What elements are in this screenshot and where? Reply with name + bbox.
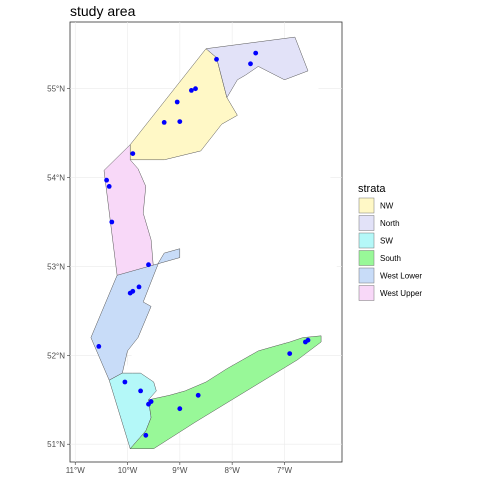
- legend-label-1: North: [380, 219, 400, 228]
- station-point-1: [214, 56, 219, 62]
- legend-label-0: NW: [380, 202, 394, 211]
- station-point-17: [122, 379, 128, 385]
- legend-label-4: West Lower: [380, 272, 422, 281]
- station-point-5: [174, 99, 180, 105]
- legend: strata NW North SW South West Lower West Upper: [358, 183, 422, 301]
- axes: 11°W 10°W 9°W 8°W 7°W 51°N 52°N 53°N 54°N 55°N: [47, 85, 292, 475]
- stratum-north: [205, 36, 309, 99]
- station-point-10: [106, 184, 112, 189]
- strata-polygons: [90, 36, 322, 450]
- legend-label-3: South: [380, 254, 401, 263]
- legend-key-3: [358, 250, 375, 266]
- x-tick-label-3: 8°W: [225, 466, 241, 475]
- station-point-12: [146, 262, 151, 268]
- legend-key-4: [358, 267, 375, 284]
- coastline: [124, 63, 337, 399]
- station-point-6: [177, 119, 183, 124]
- station-point-26: [305, 337, 311, 343]
- station-point-0: [253, 50, 259, 56]
- survey-stations: [96, 50, 311, 438]
- legend-key-0: [358, 197, 375, 214]
- station-point-4: [189, 88, 194, 93]
- x-tick-label-4: 7°W: [277, 466, 293, 475]
- legend-title: strata: [358, 183, 386, 195]
- y-tick-label-4: 55°N: [47, 85, 65, 94]
- station-point-23: [143, 432, 149, 438]
- station-point-16: [96, 344, 102, 349]
- legend-key-1: [358, 215, 375, 231]
- y-tick-label-0: 51°N: [47, 440, 65, 449]
- y-tick-label-1: 52°N: [47, 351, 65, 360]
- station-point-11: [109, 219, 115, 225]
- land-mass: [124, 63, 337, 399]
- legend-label-5: West Upper: [380, 289, 422, 298]
- station-point-9: [104, 177, 109, 183]
- stratum-south: [129, 335, 322, 449]
- station-point-18: [138, 388, 144, 394]
- station-point-15: [136, 284, 142, 290]
- station-point-20: [146, 401, 151, 407]
- legend-key-5: [358, 285, 375, 301]
- station-point-7: [161, 120, 167, 125]
- station-point-8: [130, 151, 136, 157]
- station-point-2: [248, 61, 253, 67]
- x-tick-label-1: 10°W: [118, 466, 138, 475]
- station-point-14: [130, 288, 136, 294]
- x-tick-label-2: 9°W: [172, 466, 188, 475]
- station-point-24: [287, 351, 293, 356]
- y-tick-label-2: 53°N: [47, 262, 65, 271]
- y-tick-label-3: 54°N: [47, 174, 65, 183]
- x-tick-label-0: 11°W: [66, 466, 86, 475]
- station-point-3: [193, 86, 198, 92]
- legend-key-2: [358, 232, 375, 249]
- legend-label-2: SW: [380, 237, 393, 246]
- station-point-21: [177, 406, 183, 412]
- station-point-22: [195, 392, 201, 398]
- map-title: study area: [70, 3, 136, 19]
